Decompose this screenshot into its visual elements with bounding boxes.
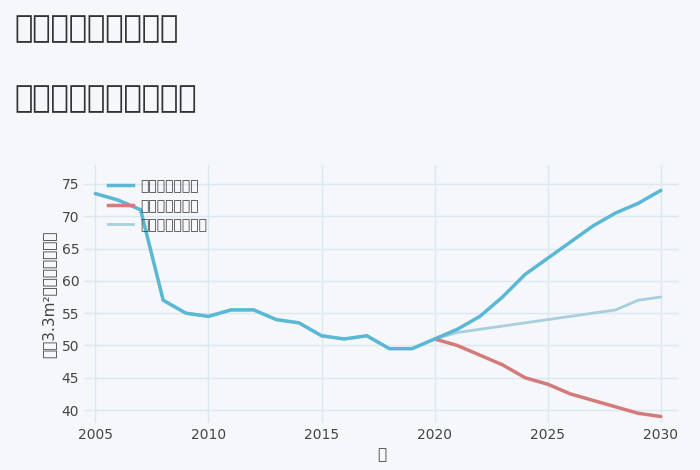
Text: 中古戸建ての価格推移: 中古戸建ての価格推移 bbox=[14, 85, 197, 114]
Y-axis label: 坪（3.3m²）単価（万円）: 坪（3.3m²）単価（万円） bbox=[41, 230, 56, 358]
Text: 三重県津市中村町の: 三重県津市中村町の bbox=[14, 14, 178, 43]
Legend: グッドシナリオ, バッドシナリオ, ノーマルシナリオ: グッドシナリオ, バッドシナリオ, ノーマルシナリオ bbox=[103, 174, 213, 238]
X-axis label: 年: 年 bbox=[377, 447, 386, 462]
